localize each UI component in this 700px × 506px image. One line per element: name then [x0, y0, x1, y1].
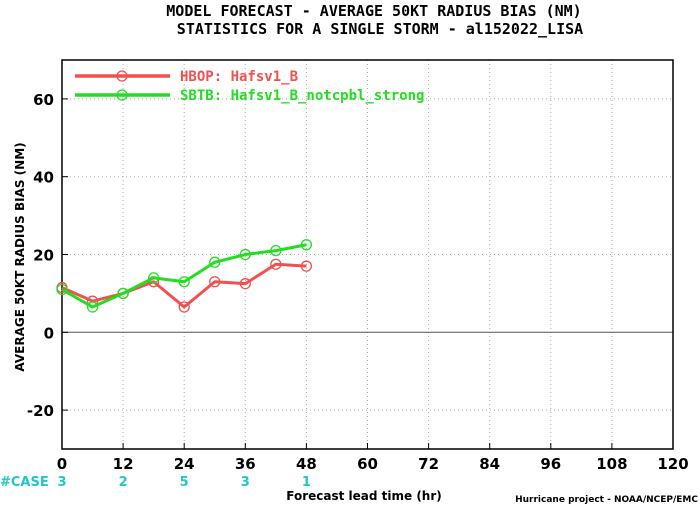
- x-tick-label: 0: [57, 455, 67, 473]
- series-2-point: [56, 283, 68, 296]
- chart-subtitle: STATISTICS FOR A SINGLE STORM - al152022…: [177, 20, 583, 38]
- x-tick-label: 96: [540, 455, 561, 473]
- x-tick-label: 72: [418, 455, 439, 473]
- x-tick-label: 12: [113, 455, 134, 473]
- x-tick-label: 24: [174, 455, 195, 473]
- legend-marker: [116, 70, 128, 82]
- series-1-point: [178, 301, 190, 313]
- legend-label: SBTB: Hafsv1_B_notcpbl_strong: [180, 88, 424, 104]
- y-tick-label: -20: [27, 402, 54, 420]
- series-2-point: [300, 239, 313, 251]
- y-tick-label: 20: [33, 247, 54, 265]
- y-tick-label: 0: [44, 324, 54, 342]
- case-count: 5: [180, 475, 189, 490]
- case-count: 3: [57, 475, 66, 490]
- series-1-point: [270, 258, 282, 270]
- x-tick-label: 120: [657, 455, 688, 473]
- legend-marker: [116, 89, 128, 101]
- case-counts: #CASE 3 2 5 3 1: [0, 475, 311, 490]
- x-tick-label: 36: [235, 455, 256, 473]
- x-tick-label: 108: [596, 455, 627, 473]
- series-2-point: [117, 287, 129, 300]
- y-axis-label: AVERAGE 50KT RADIUS BIAS (NM): [13, 142, 27, 371]
- series-2-point: [209, 256, 221, 268]
- series-2-point: [147, 272, 160, 284]
- legend-label: HBOP: Hafsv1_B: [180, 69, 298, 85]
- case-label: #CASE: [0, 475, 49, 490]
- y-tick-label: 60: [33, 91, 54, 109]
- x-axis-label: Forecast lead time (hr): [286, 489, 442, 503]
- credit-text: Hurricane project - NOAA/NCEP/EMC: [515, 495, 698, 505]
- series-2-point: [239, 248, 251, 261]
- plot-frame: [61, 59, 674, 450]
- series-2-point: [270, 244, 282, 257]
- case-count: 3: [241, 475, 250, 490]
- axis-ticks: 0 12 24 36 48 60 72 84 96 108 120 -20 0 20 40 60: [27, 91, 689, 473]
- y-tick-label: 40: [33, 169, 54, 187]
- x-tick-label: 48: [296, 455, 317, 473]
- chart-title: MODEL FORECAST - AVERAGE 50KT RADIUS BIA…: [166, 2, 581, 20]
- series-1-point: [239, 278, 251, 290]
- x-tick-label: 60: [357, 455, 378, 473]
- series-1-point: [300, 260, 313, 272]
- series-layer: [56, 239, 313, 313]
- x-tick-label: 84: [479, 455, 500, 473]
- series-2-point: [178, 276, 190, 288]
- series-line-2: [61, 243, 307, 309]
- series-1-point: [209, 276, 221, 288]
- grid: [62, 60, 673, 449]
- series-2-point: [86, 301, 99, 313]
- case-count: 1: [302, 475, 311, 490]
- legend: HBOP: Hafsv1_B SBTB: Hafsv1_B_notcpbl_str…: [75, 69, 424, 104]
- series-line-1: [61, 262, 307, 309]
- case-count: 2: [119, 475, 128, 490]
